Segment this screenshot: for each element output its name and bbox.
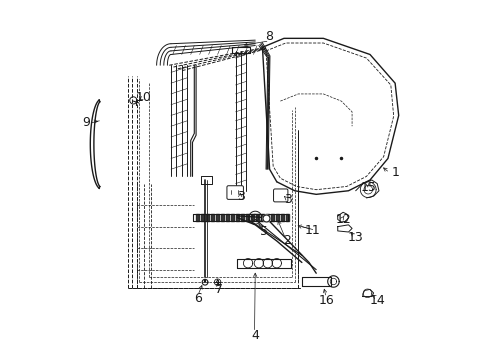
Text: 7: 7 — [215, 283, 223, 296]
Text: 12: 12 — [335, 213, 350, 226]
Text: 13: 13 — [347, 231, 363, 244]
FancyBboxPatch shape — [226, 186, 243, 199]
Text: 14: 14 — [368, 294, 384, 307]
Text: 10: 10 — [136, 91, 152, 104]
Text: 2: 2 — [283, 234, 291, 247]
Text: 8: 8 — [265, 30, 273, 43]
Text: 15: 15 — [360, 181, 375, 194]
Text: 3: 3 — [237, 190, 244, 203]
Text: 3: 3 — [283, 193, 291, 206]
Text: 11: 11 — [304, 224, 320, 237]
FancyBboxPatch shape — [273, 189, 287, 202]
Text: 6: 6 — [194, 292, 202, 305]
Text: 16: 16 — [319, 294, 334, 307]
Text: 9: 9 — [82, 116, 90, 129]
Text: 4: 4 — [251, 329, 259, 342]
Text: 1: 1 — [390, 166, 398, 179]
Text: 5: 5 — [260, 225, 268, 238]
